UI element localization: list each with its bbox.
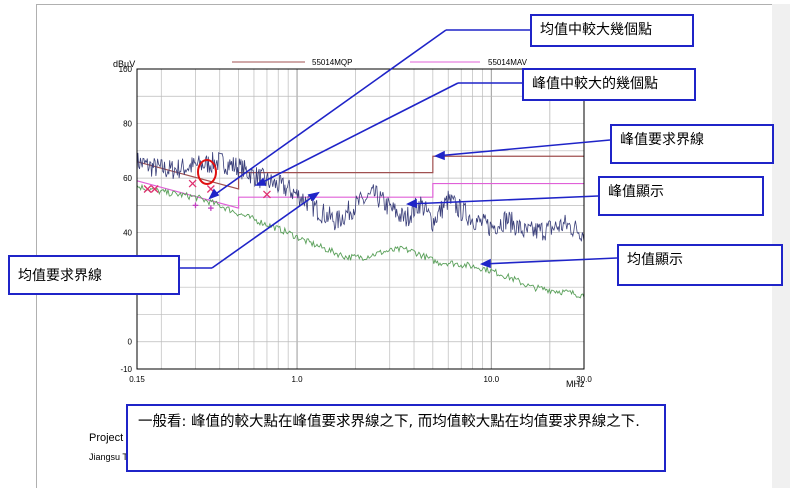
marker-stroke bbox=[188, 179, 197, 188]
av-marker-point bbox=[208, 205, 214, 211]
av-marker-point bbox=[192, 202, 199, 209]
series-peak-trace bbox=[136, 151, 585, 242]
arrowhead-avg-display bbox=[480, 258, 491, 269]
arrow-peak-display bbox=[407, 195, 599, 205]
marker-stroke bbox=[263, 190, 271, 199]
annotation-arrows bbox=[180, 29, 618, 269]
y-tick-label: -10 bbox=[120, 365, 132, 374]
arrowhead-peak-display bbox=[406, 198, 417, 209]
legend-label-qp: 55014MQP bbox=[312, 58, 352, 67]
arrowhead-avg-limit bbox=[307, 191, 320, 202]
series-av-limit bbox=[136, 180, 584, 209]
arrow-avg-limit-up bbox=[211, 192, 319, 269]
annotation-avg-large-points: 均值中較大幾個點 bbox=[530, 14, 694, 47]
peak-marker-point bbox=[188, 179, 197, 188]
series-qp-limit bbox=[136, 155, 584, 190]
annotation-peak-large-points: 峰值中較大的幾個點 bbox=[522, 68, 696, 101]
arrowhead-peak-limit bbox=[434, 150, 445, 161]
x-tick-label: 0.15 bbox=[129, 375, 145, 384]
y-axis-label: dBµV bbox=[113, 59, 135, 69]
page-border-top bbox=[36, 4, 790, 5]
y-tick-label: 40 bbox=[123, 229, 132, 238]
y-tick-label: 80 bbox=[123, 120, 132, 129]
x-axis-label: MHz bbox=[566, 379, 585, 389]
highlight-circle bbox=[197, 159, 217, 185]
annotation-avg-display: 均值顯示 bbox=[617, 244, 783, 286]
peak-marker-point bbox=[143, 185, 152, 193]
annotation-avg-limit-line: 均值要求界線 bbox=[8, 255, 180, 295]
arrow-peak-large bbox=[256, 82, 459, 186]
marker-stroke bbox=[143, 185, 152, 193]
plot-frame bbox=[136, 68, 585, 370]
page-border-left bbox=[36, 4, 37, 488]
y-tick-label: 100 bbox=[119, 65, 133, 74]
project-label: Project N bbox=[89, 432, 135, 444]
legend-label-av: 55014MAV bbox=[488, 58, 528, 67]
arrow-peak-limit bbox=[435, 139, 611, 157]
x-tick-label: 30.0 bbox=[576, 375, 592, 384]
y-tick-label: 0 bbox=[128, 338, 133, 347]
grid bbox=[137, 68, 585, 370]
annotation-summary: 一般看: 峰值的較大點在峰值要求界線之下, 而均值較大點在均值要求界線之下. bbox=[126, 404, 666, 472]
marker-stroke bbox=[150, 185, 159, 193]
annotation-peak-display: 峰值顯示 bbox=[598, 176, 764, 216]
arrowhead-avg-large bbox=[208, 188, 220, 200]
peak-marker-point bbox=[150, 185, 159, 193]
arrowhead-peak-large bbox=[255, 177, 267, 186]
arrow-avg-large bbox=[209, 29, 447, 199]
arrow-avg-display bbox=[481, 257, 618, 265]
marker-stroke bbox=[206, 185, 215, 193]
x-tick-label: 10.0 bbox=[484, 375, 500, 384]
annotation-peak-limit-line: 峰值要求界線 bbox=[610, 124, 774, 164]
series-layer bbox=[136, 151, 585, 299]
company-label: Jiangsu Ti bbox=[89, 452, 130, 462]
tick-labels: 100 80 60 40 0 -100.15 1.0 10.0 30.0 bbox=[119, 65, 593, 384]
x-tick-label: 1.0 bbox=[291, 375, 303, 384]
y-tick-label: 60 bbox=[123, 174, 132, 183]
series-average-trace bbox=[136, 183, 585, 299]
peak-marker-point bbox=[263, 190, 271, 199]
